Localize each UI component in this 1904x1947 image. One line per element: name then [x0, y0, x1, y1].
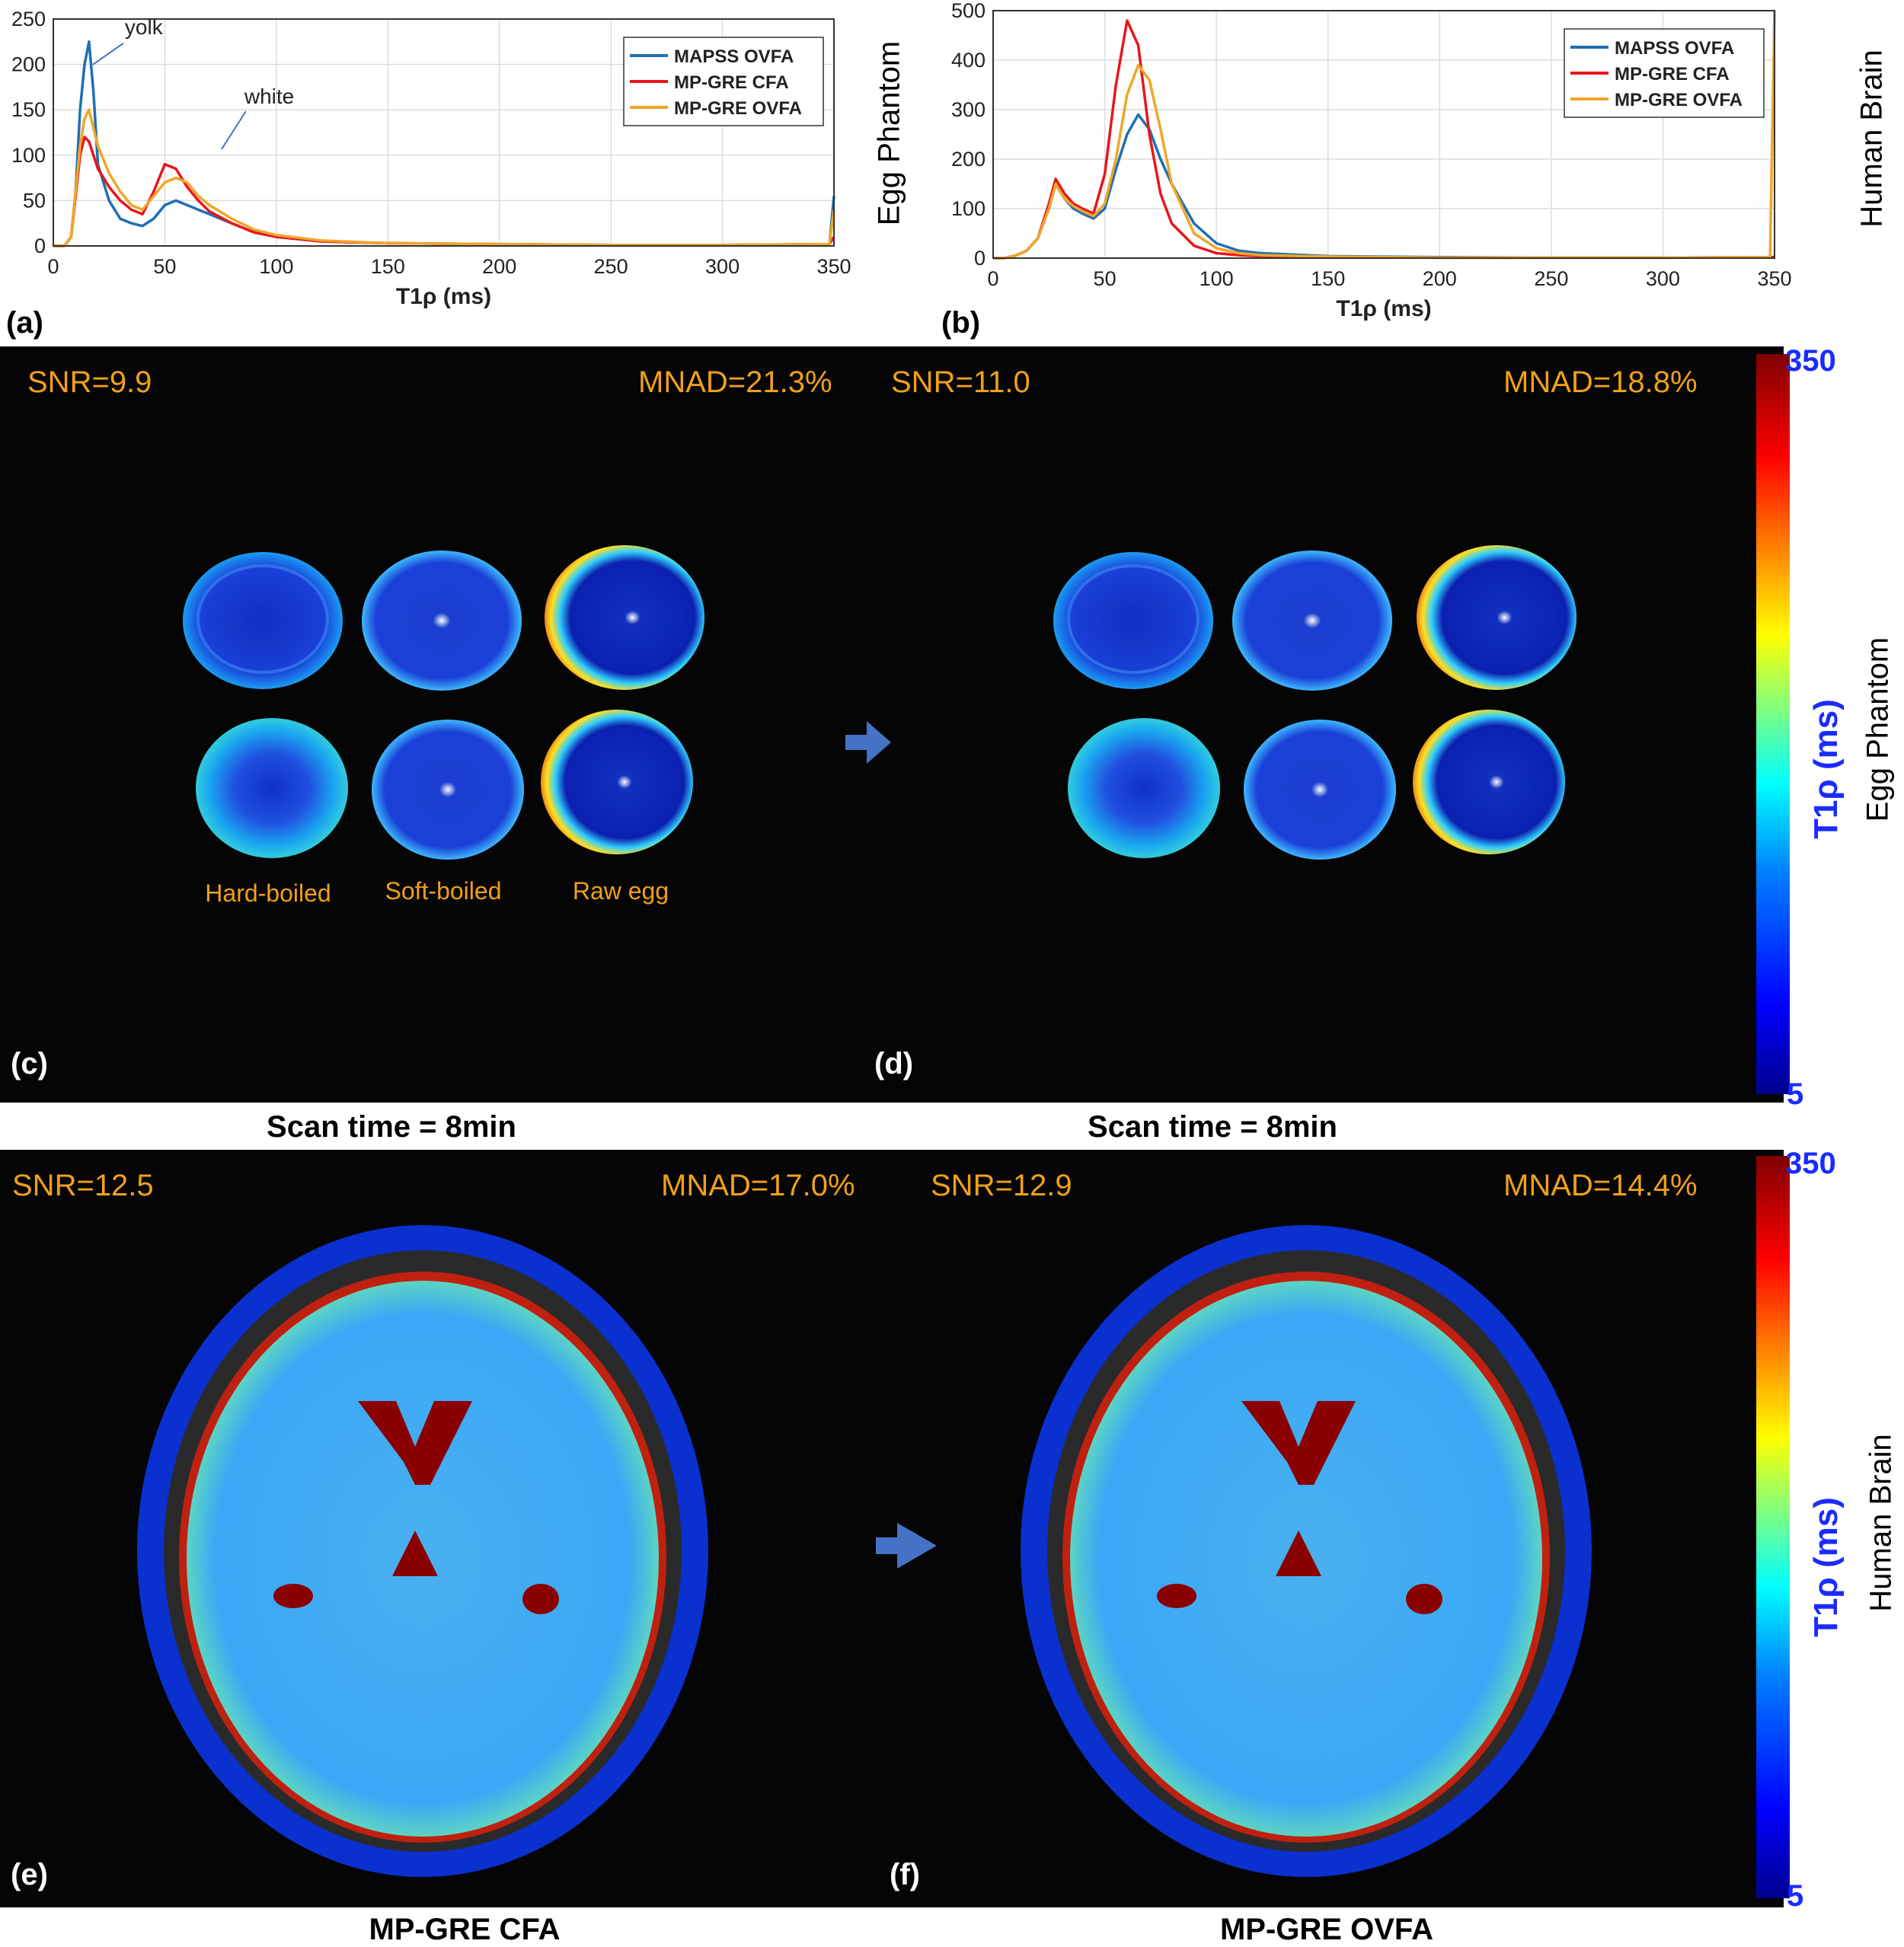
side-label-human-brain: Human Brain	[1854, 49, 1889, 228]
caption-c: Scan time = 8min	[267, 1110, 516, 1144]
y-tick-label: 100	[951, 197, 986, 220]
brain-colorbar-max: 350	[1785, 1147, 1836, 1180]
brain-slice-e	[137, 1225, 708, 1877]
snr-f: SNR=12.9	[931, 1169, 1072, 1202]
egg-map-image	[183, 545, 1577, 860]
y-tick-label: 400	[951, 49, 986, 72]
side-label-egg-phantom: Egg Phantom	[872, 40, 906, 226]
mnad-f: MNAD=14.4%	[1503, 1169, 1698, 1202]
x-tick-label: 150	[1311, 267, 1345, 290]
panel-letter-a: (a)	[6, 306, 43, 340]
x-tick-label: 300	[1646, 267, 1680, 290]
y-tick-label: 300	[951, 98, 986, 121]
x-tick-label: 200	[482, 255, 516, 278]
legend-label-2: MP-GRE OVFA	[1615, 90, 1743, 110]
legend-label-1: MP-GRE CFA	[674, 72, 789, 93]
egg-colorbar-max: 350	[1785, 344, 1836, 378]
annotation-arrow-yolk	[92, 42, 124, 65]
brain-colorbar	[1756, 1156, 1790, 1898]
panel-letter-b: (b)	[941, 306, 981, 340]
legend-label-1: MP-GRE CFA	[1615, 64, 1730, 85]
brain-colorbar-label: T1ρ (ms)	[1807, 1497, 1845, 1637]
egg-hardboiled-top-c	[183, 552, 343, 689]
y-tick-label: 200	[951, 148, 986, 171]
egg-softboiled-top-d	[1232, 551, 1392, 691]
plot-frame	[992, 10, 1775, 259]
x-tick-label: 0	[47, 255, 59, 278]
brain-colorbar-min: 5	[1787, 1879, 1804, 1913]
panel-letter-f: (f)	[890, 1858, 920, 1891]
y-tick-label: 150	[11, 98, 46, 121]
snr-e: SNR=12.5	[12, 1169, 154, 1202]
caption-f: MP-GRE OVFA	[1219, 1913, 1434, 1946]
egg-colorbar-label: T1ρ (ms)	[1807, 699, 1845, 839]
x-tick-label: 50	[153, 255, 176, 278]
x-tick-label: 100	[1200, 267, 1234, 290]
chart-a: 0 50 100 150 200 250 300 350 0 50 100 150 200 250 T1ρ …	[11, 8, 851, 309]
chart-b: 0 50 100 150 200 250 300 350 0 100 200 300 400 500 T1ρ…	[951, 0, 1792, 321]
y-tick-label: 50	[23, 189, 46, 212]
egg-colorbar	[1756, 354, 1790, 1094]
annotation-arrow-white	[221, 110, 247, 150]
egg-softboiled-bottom-d	[1244, 720, 1396, 860]
x-tick-label: 350	[1757, 267, 1791, 290]
y-tick-label: 0	[974, 247, 986, 270]
egg-colorbar-min: 5	[1787, 1077, 1804, 1111]
panel-letter-d: (d)	[874, 1047, 914, 1080]
egg-label-raw-egg: Raw egg	[572, 877, 669, 905]
egg-raw-bottom-c	[541, 710, 693, 854]
egg-colorbar-side-label: Egg Phantom	[1861, 637, 1895, 822]
y-tick-label: 100	[11, 144, 46, 167]
y-tick-label: 250	[11, 8, 46, 30]
egg-raw-bottom-d	[1413, 710, 1565, 854]
x-tick-label: 300	[705, 255, 740, 278]
series-line-2	[993, 10, 1776, 260]
egg-label-softboiled: Soft-boiled	[385, 877, 502, 905]
x-tick-label: 150	[371, 255, 405, 278]
legend-label-2: MP-GRE OVFA	[674, 98, 802, 119]
egg-label-hardboiled: Hard-boiled	[205, 879, 331, 907]
arrow-right-icon	[845, 721, 891, 764]
y-tick-label: 0	[34, 235, 46, 257]
panel-letter-c: (c)	[11, 1047, 48, 1080]
mnad-e: MNAD=17.0%	[661, 1169, 855, 1202]
egg-hardboiled-bottom-d	[1068, 718, 1220, 858]
plot-frame	[53, 18, 835, 247]
legend-label-0: MAPSS OVFA	[1615, 38, 1734, 59]
egg-hardboiled-bottom-c	[196, 718, 348, 858]
x-tick-label: 0	[987, 267, 998, 290]
brain-map-panel: SNR=12.5 MNAD=17.0% SNR=12.9 MNAD=14.4% …	[0, 1150, 1784, 1907]
caption-d: Scan time = 8min	[1088, 1110, 1337, 1144]
egg-map-panel: SNR=9.9 MNAD=21.3% SNR=11.0 MNAD=18.8% H…	[0, 346, 1784, 1103]
annotation-white: white	[244, 85, 294, 108]
panel-letter-e: (e)	[11, 1858, 48, 1891]
x-axis-label: T1ρ (ms)	[1336, 296, 1431, 321]
series-line-2	[53, 108, 835, 247]
egg-hardboiled-top-d	[1053, 552, 1213, 689]
egg-softboiled-bottom-c	[372, 720, 524, 860]
snr-c: SNR=9.9	[27, 365, 152, 399]
x-tick-label: 200	[1423, 267, 1457, 290]
x-tick-label: 100	[259, 255, 293, 278]
arrow-right-icon	[876, 1523, 937, 1569]
mnad-c: MNAD=21.3%	[638, 365, 832, 399]
x-tick-label: 250	[594, 255, 628, 278]
legend-label-0: MAPSS OVFA	[674, 46, 794, 67]
x-tick-label: 50	[1094, 267, 1117, 290]
annotation-yolk: yolk	[125, 15, 164, 39]
brain-slice-f	[1021, 1225, 1592, 1877]
egg-softboiled-top-c	[362, 551, 522, 691]
y-tick-label: 500	[951, 0, 986, 22]
caption-e: MP-GRE CFA	[369, 1913, 561, 1946]
brain-map-image	[137, 1225, 1592, 1877]
egg-raw-top-c	[545, 545, 704, 690]
y-tick-label: 200	[11, 53, 46, 76]
brain-colorbar-side-label: Human Brain	[1864, 1434, 1898, 1612]
mnad-d: MNAD=18.8%	[1503, 365, 1698, 399]
x-tick-label: 350	[816, 255, 851, 278]
x-tick-label: 250	[1534, 267, 1568, 290]
x-axis-label: T1ρ (ms)	[396, 284, 491, 309]
snr-d: SNR=11.0	[891, 365, 1030, 399]
egg-raw-top-d	[1417, 545, 1577, 690]
